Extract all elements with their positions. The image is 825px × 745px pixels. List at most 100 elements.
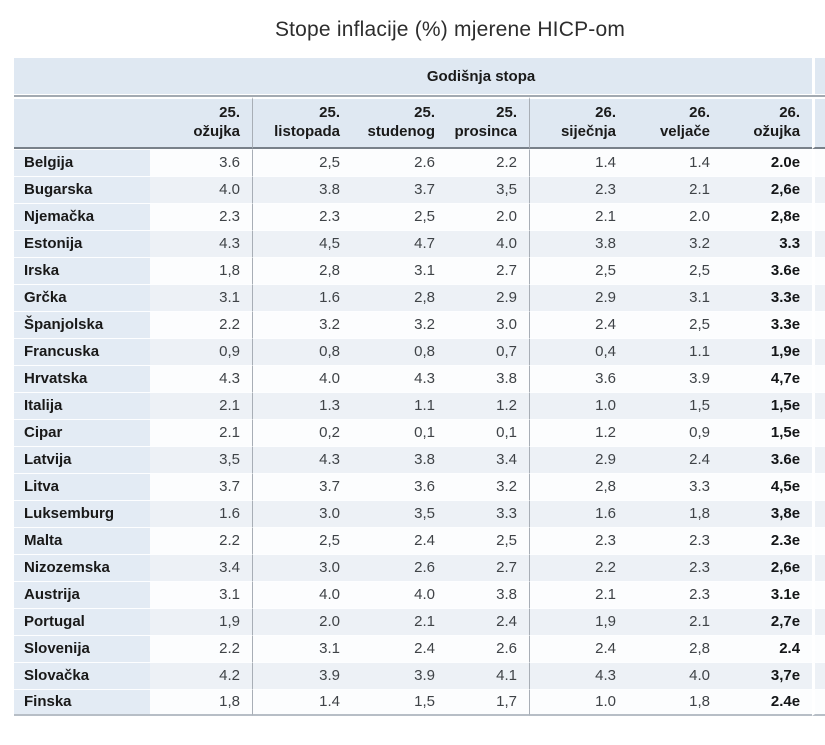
value-cell: 3.7 <box>253 472 352 500</box>
right-strip-cell <box>812 526 825 554</box>
value-cell: 3.4 <box>447 445 530 473</box>
table-row: Estonija 4.3 4,5 4.7 4.0 3.8 3.2 3.3 <box>14 229 825 257</box>
right-strip-cell <box>812 175 825 203</box>
country-cell: Slovačka <box>14 661 150 689</box>
table-row: Francuska 0,9 0,8 0,8 0,7 0,4 1.1 1,9e <box>14 337 825 365</box>
value-cell: 3.1e <box>722 580 813 608</box>
table-row: Litva 3.7 3.7 3.6 3.2 2,8 3.3 4,5e <box>14 472 825 500</box>
value-cell: 2,8 <box>530 472 628 500</box>
value-cell: 2.7 <box>447 256 530 284</box>
table-body: Belgija 3.6 2,5 2.6 2.2 1.4 1.4 2.0e Bugarska 4.0… <box>14 148 825 716</box>
value-cell: 4.3 <box>530 661 628 689</box>
group-header-row: Godišnja stopa <box>14 58 825 94</box>
value-cell: 1,9 <box>530 607 628 635</box>
value-cell: 2.1 <box>150 418 253 446</box>
value-cell: 1.2 <box>447 391 530 419</box>
country-cell: Malta <box>14 526 150 554</box>
value-cell: 3.0 <box>253 553 352 581</box>
table-row: Irska 1,8 2,8 3.1 2.7 2,5 2,5 3.6e <box>14 256 825 284</box>
table-row: Portugal 1,9 2.0 2.1 2.4 1,9 2.1 2,7e <box>14 607 825 635</box>
value-cell: 2.4 <box>352 526 447 554</box>
country-cell: Cipar <box>14 418 150 446</box>
value-cell: 2.2 <box>530 553 628 581</box>
table-row: Austrija 3.1 4.0 4.0 3.8 2.1 2.3 3.1e <box>14 580 825 608</box>
value-cell: 1.4 <box>253 688 352 716</box>
value-cell: 3.8 <box>447 580 530 608</box>
column-header: 25. studenog <box>352 97 447 149</box>
column-header-month: studenog <box>367 122 436 140</box>
value-cell: 3.1 <box>150 283 253 311</box>
value-cell: 3.3e <box>722 283 813 311</box>
value-cell: 2.9 <box>447 283 530 311</box>
value-cell: 2,5 <box>530 256 628 284</box>
value-cell: 3.6 <box>352 472 447 500</box>
value-cell: 4.0 <box>352 580 447 608</box>
value-cell: 2.3 <box>628 526 722 554</box>
value-cell: 3.8 <box>530 229 628 257</box>
value-cell: 3.3 <box>722 229 813 257</box>
right-strip-cell <box>812 256 825 284</box>
column-header: 25. listopada <box>253 97 352 149</box>
table-row: Grčka 3.1 1.6 2,8 2.9 2.9 3.1 3.3e <box>14 283 825 311</box>
value-cell: 1,5 <box>628 391 722 419</box>
value-cell: 2.3e <box>722 526 813 554</box>
value-cell: 2.1 <box>628 607 722 635</box>
value-cell: 0,1 <box>352 418 447 446</box>
value-cell: 2.0 <box>628 202 722 230</box>
column-header-year: 26. <box>689 104 710 121</box>
right-strip-cell <box>812 580 825 608</box>
country-cell: Luksemburg <box>14 499 150 527</box>
right-strip-cell <box>812 607 825 635</box>
column-header-row: 25. ožujka 25. listopada 25. studenog 25. prosi… <box>14 97 825 149</box>
table-row: Latvija 3,5 4.3 3.8 3.4 2.9 2.4 3.6e <box>14 445 825 473</box>
value-cell: 2.9 <box>530 445 628 473</box>
right-strip-cell <box>812 148 825 176</box>
value-cell: 2,6e <box>722 175 813 203</box>
value-cell: 1.0 <box>530 391 628 419</box>
value-cell: 2.3 <box>253 202 352 230</box>
table-row: Slovačka 4.2 3.9 3.9 4.1 4.3 4.0 3,7e <box>14 661 825 689</box>
group-header-spacer <box>14 58 150 94</box>
value-cell: 2.3 <box>628 580 722 608</box>
value-cell: 3.0 <box>253 499 352 527</box>
column-header: 26. ožujka <box>722 97 813 149</box>
value-cell: 4.0 <box>150 175 253 203</box>
value-cell: 3.3 <box>447 499 530 527</box>
value-cell: 2.3 <box>530 175 628 203</box>
right-strip-cell <box>812 418 825 446</box>
value-cell: 1,8 <box>150 688 253 716</box>
country-cell: Italija <box>14 391 150 419</box>
value-cell: 3.7 <box>352 175 447 203</box>
value-cell: 2.4 <box>352 634 447 662</box>
value-cell: 2.1 <box>530 580 628 608</box>
value-cell: 0,8 <box>352 337 447 365</box>
value-cell: 4.2 <box>150 661 253 689</box>
page-title: Stope inflacije (%) mjerene HICP-om <box>274 18 626 41</box>
value-cell: 3.3 <box>628 472 722 500</box>
value-cell: 3.1 <box>150 580 253 608</box>
value-cell: 1,8 <box>150 256 253 284</box>
group-header-cell: Godišnja stopa <box>150 58 813 94</box>
value-cell: 2.6 <box>352 553 447 581</box>
table-row: Bugarska 4.0 3.8 3.7 3,5 2.3 2.1 2,6e <box>14 175 825 203</box>
inflation-table: Godišnja stopa 25. ožujka 25. listopada 25. s… <box>14 58 825 716</box>
value-cell: 2,5 <box>352 202 447 230</box>
column-header-month: prosinca <box>454 122 517 140</box>
value-cell: 3,8e <box>722 499 813 527</box>
right-strip-cell <box>812 688 825 716</box>
value-cell: 2.7 <box>447 553 530 581</box>
value-cell: 1,5e <box>722 418 813 446</box>
value-cell: 0,9 <box>628 418 722 446</box>
value-cell: 1.1 <box>628 337 722 365</box>
value-cell: 1,5 <box>352 688 447 716</box>
right-strip-cell <box>812 310 825 338</box>
value-cell: 2.2 <box>447 148 530 176</box>
value-cell: 3.6 <box>530 364 628 392</box>
column-header-year: 25. <box>496 104 517 121</box>
value-cell: 2.2 <box>150 526 253 554</box>
value-cell: 4.7 <box>352 229 447 257</box>
value-cell: 1,5e <box>722 391 813 419</box>
value-cell: 2,8 <box>253 256 352 284</box>
value-cell: 2,5 <box>628 310 722 338</box>
value-cell: 3.8 <box>447 364 530 392</box>
